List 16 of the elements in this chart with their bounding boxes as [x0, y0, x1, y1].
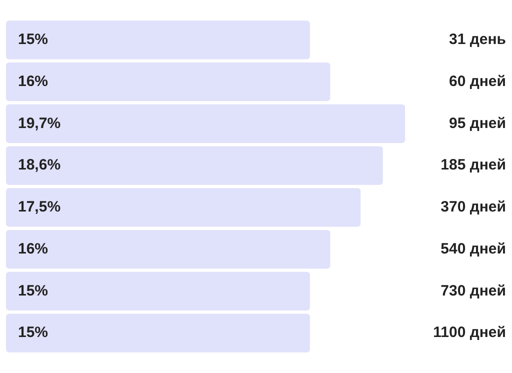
y-tick-label: 60 дней: [449, 72, 506, 90]
data-label: 15%: [18, 324, 48, 342]
y-tick-label: 370 дней: [440, 198, 506, 216]
data-label: 15%: [18, 31, 48, 48]
data-label: 17,5%: [18, 198, 61, 216]
y-tick-label: 31 день: [449, 31, 506, 48]
data-label: 18,6%: [18, 156, 61, 174]
y-tick-label: 1100 дней: [433, 324, 506, 342]
data-label: 16%: [18, 72, 48, 90]
y-tick-label: 185 дней: [440, 156, 506, 174]
y-tick-label: 95 дней: [449, 114, 506, 132]
data-label: 15%: [18, 282, 48, 300]
y-tick-label: 540 дней: [440, 240, 506, 258]
data-label: 16%: [18, 240, 48, 258]
y-tick-label: 730 дней: [440, 282, 506, 300]
data-label: 19,7%: [18, 114, 61, 132]
